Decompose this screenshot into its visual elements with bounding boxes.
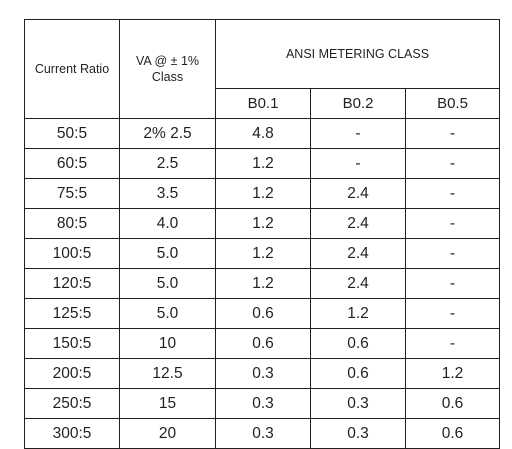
cell-va-class: 5.0	[119, 238, 216, 269]
header-class-b01: B0.1	[215, 88, 311, 119]
header-class-b05: B0.5	[405, 88, 500, 119]
cell-b05: 0.6	[405, 418, 500, 449]
cell-b02: 0.3	[310, 388, 406, 419]
cell-current-ratio: 80:5	[24, 208, 120, 239]
cell-va-class: 2% 2.5	[119, 118, 216, 149]
header-row-top: Current Ratio VA @ ± 1% Class ANSI METER…	[24, 19, 500, 119]
cell-b05: 0.6	[405, 388, 500, 419]
cell-va-class: 12.5	[119, 358, 216, 389]
cell-b01: 4.8	[215, 118, 311, 149]
cell-b02: 2.4	[310, 208, 406, 239]
cell-b02: -	[310, 118, 406, 149]
table-row: 75:5 3.5 1.2 2.4-	[24, 178, 500, 209]
cell-b01: 1.2	[215, 178, 311, 209]
cell-current-ratio: 100:5	[24, 238, 120, 269]
cell-va-class: 20	[119, 418, 216, 449]
header-va-class: VA @ ± 1% Class	[119, 19, 216, 119]
cell-b05: 1.2	[405, 358, 500, 389]
cell-va-class: 5.0	[119, 268, 216, 299]
table-row: 150:5 10 0.6 0.6-	[24, 328, 500, 359]
cell-b01: 1.2	[215, 238, 311, 269]
header-ansi-metering-class: ANSI METERING CLASS	[215, 19, 500, 89]
table-row: 125:5 5.0 0.6 1.2-	[24, 298, 500, 329]
cell-va-class: 10	[119, 328, 216, 359]
cell-current-ratio: 150:5	[24, 328, 120, 359]
cell-b05: -	[405, 208, 500, 239]
cell-b01: 0.6	[215, 328, 311, 359]
cell-current-ratio: 60:5	[24, 148, 120, 179]
cell-b02: 2.4	[310, 178, 406, 209]
header-va-line1: VA @ ± 1%	[135, 54, 200, 68]
cell-b01: 1.2	[215, 268, 311, 299]
cell-b05: -	[405, 238, 500, 269]
header-current-ratio: Current Ratio	[24, 19, 120, 119]
cell-va-class: 15	[119, 388, 216, 419]
cell-b01: 1.2	[215, 148, 311, 179]
table-row: 200:5 12.5 0.3 0.6 1.2	[24, 358, 500, 389]
cell-va-class: 5.0	[119, 298, 216, 329]
cell-va-class: 3.5	[119, 178, 216, 209]
cell-b02: 0.3	[310, 418, 406, 449]
cell-b02: -	[310, 148, 406, 179]
header-row-classes: B0.1 B0.2 B0.5	[25, 88, 500, 119]
cell-current-ratio: 200:5	[24, 358, 120, 389]
table-row: 60:5 2.5 1.2- -	[24, 148, 500, 179]
cell-current-ratio: 300:5	[24, 418, 120, 449]
cell-b01: 1.2	[215, 208, 311, 239]
table-row: 120:5 5.0 1.2 2.4-	[24, 268, 500, 299]
cell-b05: -	[405, 178, 500, 209]
cell-b05: -	[405, 328, 500, 359]
header-class-b02: B0.2	[310, 88, 406, 119]
cell-b02: 2.4	[310, 238, 406, 269]
table-row: 250:5 15 0.3 0.3 0.6	[24, 388, 500, 419]
table-row: 100:5 5.0 1.2 2.4-	[24, 238, 500, 269]
cell-current-ratio: 250:5	[24, 388, 120, 419]
cell-b02: 0.6	[310, 328, 406, 359]
cell-b05: -	[405, 268, 500, 299]
cell-current-ratio: 120:5	[24, 268, 120, 299]
header-va-line2: Class	[151, 70, 184, 84]
cell-current-ratio: 75:5	[24, 178, 120, 209]
cell-current-ratio: 125:5	[24, 298, 120, 329]
cell-b01: 0.3	[215, 358, 311, 389]
cell-b01: 0.3	[215, 418, 311, 449]
cell-b02: 0.6	[310, 358, 406, 389]
table-row: 80:5 4.0 1.2 2.4-	[24, 208, 500, 239]
cell-b01: 0.3	[215, 388, 311, 419]
cell-current-ratio: 50:5	[24, 118, 120, 149]
cell-b02: 1.2	[310, 298, 406, 329]
cell-b05: -	[405, 148, 500, 179]
cell-va-class: 4.0	[119, 208, 216, 239]
table-body: 50:5 2% 2.5 4.8- -60:5 2.5 1.2- -75:5 3.5 1.2 2.4…	[24, 118, 500, 449]
table-row: 300:5 20 0.3 0.3 0.6	[24, 418, 500, 449]
cell-b01: 0.6	[215, 298, 311, 329]
table-row: 50:5 2% 2.5 4.8- -	[24, 118, 500, 149]
table-header: Current Ratio VA @ ± 1% Class ANSI METER…	[24, 19, 500, 119]
cell-b05: -	[405, 118, 500, 149]
cell-va-class: 2.5	[119, 148, 216, 179]
cell-b05: -	[405, 298, 500, 329]
cell-b02: 2.4	[310, 268, 406, 299]
metering-class-table: Current Ratio VA @ ± 1% Class ANSI METER…	[24, 19, 500, 449]
